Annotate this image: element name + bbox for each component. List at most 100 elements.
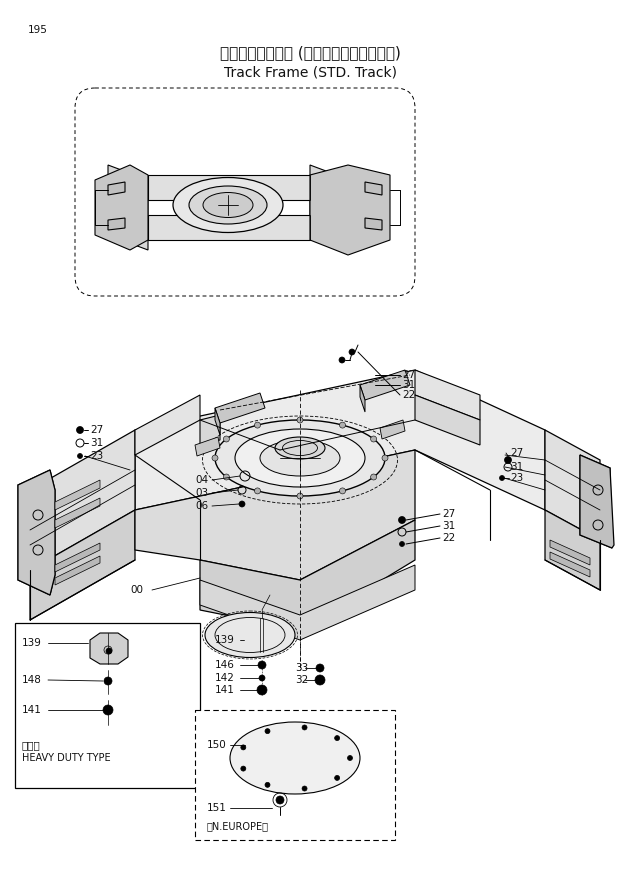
Text: 31: 31 (402, 380, 415, 390)
Polygon shape (580, 455, 614, 548)
Text: 150: 150 (207, 740, 227, 750)
Text: 139: 139 (22, 638, 42, 648)
Circle shape (103, 705, 113, 715)
Ellipse shape (215, 420, 385, 496)
Text: 27: 27 (442, 509, 455, 519)
Polygon shape (200, 520, 415, 630)
Text: 22: 22 (442, 533, 455, 543)
Circle shape (265, 782, 270, 787)
Text: 31: 31 (90, 438, 104, 448)
Ellipse shape (173, 177, 283, 232)
Polygon shape (550, 540, 590, 565)
Circle shape (302, 725, 307, 730)
Ellipse shape (203, 193, 253, 217)
Text: 27: 27 (510, 448, 523, 458)
Circle shape (258, 661, 266, 669)
Text: 22: 22 (402, 390, 415, 400)
Circle shape (339, 357, 345, 363)
Circle shape (106, 648, 112, 654)
Polygon shape (30, 510, 135, 620)
Polygon shape (545, 510, 600, 590)
Ellipse shape (230, 722, 360, 794)
Text: 06: 06 (195, 501, 208, 511)
Polygon shape (18, 470, 55, 595)
Polygon shape (30, 430, 135, 570)
Polygon shape (310, 165, 350, 250)
Polygon shape (365, 218, 382, 230)
Polygon shape (195, 437, 220, 456)
Polygon shape (360, 385, 365, 412)
Text: 23: 23 (90, 451, 104, 461)
Circle shape (335, 736, 340, 740)
Polygon shape (245, 618, 280, 652)
Circle shape (297, 493, 303, 499)
Polygon shape (18, 470, 55, 595)
Circle shape (349, 349, 355, 355)
Text: 31: 31 (442, 521, 455, 531)
Polygon shape (200, 565, 415, 640)
Text: 139: 139 (215, 635, 235, 645)
Polygon shape (310, 165, 390, 255)
Polygon shape (148, 215, 310, 240)
Circle shape (399, 517, 405, 524)
Polygon shape (135, 395, 200, 455)
Ellipse shape (189, 186, 267, 224)
Text: 04: 04 (195, 475, 208, 485)
Polygon shape (90, 633, 128, 664)
Circle shape (371, 436, 376, 442)
Polygon shape (135, 370, 545, 510)
Circle shape (340, 488, 345, 494)
Circle shape (212, 455, 218, 461)
Circle shape (254, 488, 260, 494)
Text: Track Frame (STD. Track): Track Frame (STD. Track) (223, 65, 397, 79)
Polygon shape (200, 415, 220, 445)
Text: 146: 146 (215, 660, 235, 670)
Text: 00: 00 (130, 585, 143, 595)
Text: 強化形: 強化形 (22, 740, 41, 750)
Text: 33: 33 (295, 663, 308, 673)
Circle shape (276, 796, 284, 804)
Polygon shape (108, 218, 125, 230)
Circle shape (297, 417, 303, 423)
Circle shape (382, 455, 388, 461)
Text: 195: 195 (28, 25, 48, 35)
Polygon shape (108, 165, 148, 250)
Circle shape (223, 474, 229, 480)
Text: 03: 03 (195, 488, 208, 498)
Polygon shape (95, 165, 148, 250)
Circle shape (399, 541, 404, 546)
Text: ＜N.EUROPE＞: ＜N.EUROPE＞ (207, 821, 269, 831)
Polygon shape (55, 556, 100, 585)
Circle shape (315, 675, 325, 685)
Circle shape (302, 786, 307, 791)
Polygon shape (215, 408, 220, 435)
Circle shape (335, 775, 340, 780)
Polygon shape (135, 450, 415, 580)
Text: 141: 141 (215, 685, 235, 695)
Circle shape (500, 476, 505, 480)
Circle shape (257, 685, 267, 695)
Polygon shape (148, 175, 310, 200)
Circle shape (340, 422, 345, 428)
Polygon shape (580, 455, 612, 548)
Circle shape (78, 453, 82, 458)
Circle shape (104, 677, 112, 685)
Circle shape (316, 664, 324, 672)
Polygon shape (215, 393, 265, 423)
Circle shape (223, 436, 229, 442)
Circle shape (257, 630, 267, 640)
Text: 141: 141 (22, 705, 42, 715)
Text: 27: 27 (90, 425, 104, 435)
Polygon shape (365, 182, 382, 195)
Polygon shape (55, 480, 100, 510)
Ellipse shape (260, 440, 340, 476)
Text: 27: 27 (402, 370, 415, 380)
Polygon shape (108, 182, 125, 195)
Text: 148: 148 (22, 675, 42, 685)
Text: 23: 23 (510, 473, 523, 483)
Polygon shape (380, 420, 405, 439)
Ellipse shape (275, 437, 325, 459)
Circle shape (254, 422, 260, 428)
Circle shape (241, 745, 246, 750)
Polygon shape (55, 498, 100, 528)
